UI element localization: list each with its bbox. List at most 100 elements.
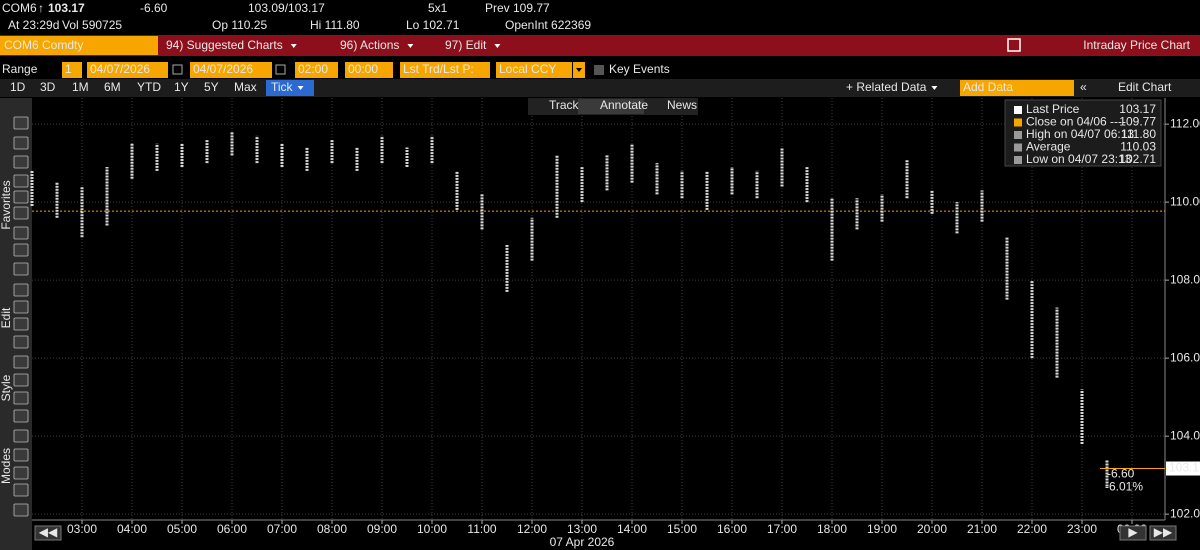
calendar-icon[interactable] [275, 64, 286, 75]
dropdown-arrow[interactable] [931, 86, 938, 90]
y-tick-label: 110.00 [1170, 194, 1200, 208]
legend-swatch [1014, 118, 1022, 127]
dropdown-arrow[interactable] [494, 44, 501, 48]
tool-icon[interactable] [13, 409, 29, 423]
add-data-box[interactable] [960, 80, 1074, 96]
change-label: -6.01% [1105, 480, 1143, 494]
tool-icon[interactable] [13, 283, 29, 297]
legend-swatch [1014, 143, 1022, 152]
currency-box[interactable] [496, 62, 572, 78]
track-button[interactable]: Track [549, 98, 580, 112]
y-tick-label: 112.00 [1170, 116, 1200, 130]
dropdown-arrow[interactable] [576, 68, 582, 72]
tool-icon[interactable] [13, 190, 29, 204]
end-time-box[interactable] [345, 62, 393, 78]
legend-box [1004, 99, 1162, 167]
y-tick-label: 104.00 [1170, 428, 1200, 442]
end-date[interactable]: 04/07/2026 [193, 62, 253, 76]
tool-icon[interactable] [13, 155, 29, 169]
tool-icon[interactable] [13, 116, 29, 130]
scroll-button[interactable] [1119, 525, 1147, 541]
tool-icon[interactable] [13, 335, 29, 349]
key-events[interactable]: Key Events [609, 62, 670, 76]
tool-icon[interactable] [13, 262, 29, 276]
tool-icon[interactable] [13, 503, 29, 517]
tool-icon[interactable] [13, 174, 29, 188]
y-tick-label: 106.00 [1170, 350, 1200, 364]
currency[interactable]: Local CCY [499, 62, 556, 76]
date-label: 07 Apr 2026 [550, 535, 615, 549]
period-button[interactable]: Tick [271, 80, 294, 94]
collapse-icon[interactable]: « [1080, 80, 1087, 94]
tool-icon[interactable] [13, 373, 29, 387]
last-price-label: 103.17 [1169, 461, 1200, 475]
tool-icon[interactable] [13, 448, 29, 462]
x-tick-label: 15:00 [667, 522, 697, 536]
field[interactable]: Lst Trd/Lst P: [403, 62, 474, 76]
news-button[interactable]: News [667, 98, 697, 112]
period-button[interactable]: 5Y [204, 80, 219, 94]
menu-item[interactable]: 96) Actions [340, 38, 399, 52]
x-tick-label: 16:00 [717, 522, 747, 536]
last-price-tag [1166, 461, 1200, 476]
tool-icon[interactable] [13, 429, 29, 443]
start-date-box[interactable] [87, 62, 168, 78]
calendar-icon[interactable] [172, 64, 183, 75]
menu-item[interactable]: 94) Suggested Charts [166, 38, 283, 52]
x-tick-label: 10:00 [417, 522, 447, 536]
tool-icon[interactable] [13, 206, 29, 220]
scroll-glyph[interactable]: ◀◀ [39, 525, 58, 539]
security[interactable]: COM6 Comdty [4, 38, 83, 52]
tool-icon[interactable] [13, 317, 29, 331]
start-date[interactable]: 04/07/2026 [90, 62, 150, 76]
popout-icon[interactable] [1007, 38, 1021, 52]
security-input[interactable] [0, 36, 158, 55]
menu-item[interactable]: 97) Edit [445, 38, 487, 52]
tool-icon[interactable] [13, 391, 29, 405]
range-period-box[interactable] [62, 62, 82, 78]
edit-chart[interactable]: Edit Chart [1118, 80, 1172, 94]
x-tick-label: 20:00 [917, 522, 947, 536]
legend-label: High on 04/07 06:13 [1026, 127, 1134, 141]
tool-icon[interactable] [13, 226, 29, 240]
scroll-button[interactable] [34, 525, 62, 541]
period-button[interactable]: YTD [137, 80, 161, 94]
end-date-box[interactable] [190, 62, 272, 78]
tool-icon[interactable] [13, 483, 29, 497]
tool-icon[interactable] [13, 243, 29, 257]
start-time[interactable]: 02:00 [298, 62, 328, 76]
scroll-button[interactable] [1149, 525, 1177, 541]
start-time-box[interactable] [295, 62, 338, 78]
dropdown-arrow[interactable] [290, 44, 297, 48]
annotate-button[interactable]: Annotate [600, 98, 648, 112]
related-data[interactable]: + Related Data [846, 80, 927, 94]
x-tick-label: 05:00 [167, 522, 197, 536]
key-events-checkbox[interactable] [594, 65, 604, 75]
dropdown-arrow[interactable] [297, 86, 304, 90]
legend-label: Close on 04/06 ---- [1026, 115, 1126, 129]
x-tick-label: 21:00 [967, 522, 997, 536]
period-selected[interactable] [266, 80, 314, 96]
tool-icon[interactable] [13, 355, 29, 369]
x-tick-label: 23:00 [1067, 522, 1097, 536]
period-button[interactable]: 1M [72, 80, 89, 94]
tool-icon[interactable] [13, 136, 29, 150]
period-button[interactable]: 1Y [174, 80, 189, 94]
end-time[interactable]: 00:00 [348, 62, 378, 76]
legend-value: 111.80 [1121, 127, 1156, 141]
tool-icon[interactable] [13, 466, 29, 480]
period-button[interactable]: Max [234, 80, 257, 94]
scroll-glyph[interactable]: ▶▶ [1154, 525, 1173, 539]
annotate-active[interactable] [578, 99, 644, 114]
bid-ask: 103.09/103.17 [248, 1, 325, 15]
period-button[interactable]: 1D [10, 80, 26, 94]
period-button[interactable]: 6M [104, 80, 121, 94]
dropdown-arrow[interactable] [407, 44, 414, 48]
range-period[interactable]: 1 [65, 62, 72, 76]
add-data[interactable]: Add Data [963, 80, 1013, 94]
period-button[interactable]: 3D [40, 80, 56, 94]
tool-icon[interactable] [13, 300, 29, 314]
field-box[interactable] [400, 62, 490, 78]
scroll-glyph[interactable]: ▶ [1128, 525, 1138, 539]
